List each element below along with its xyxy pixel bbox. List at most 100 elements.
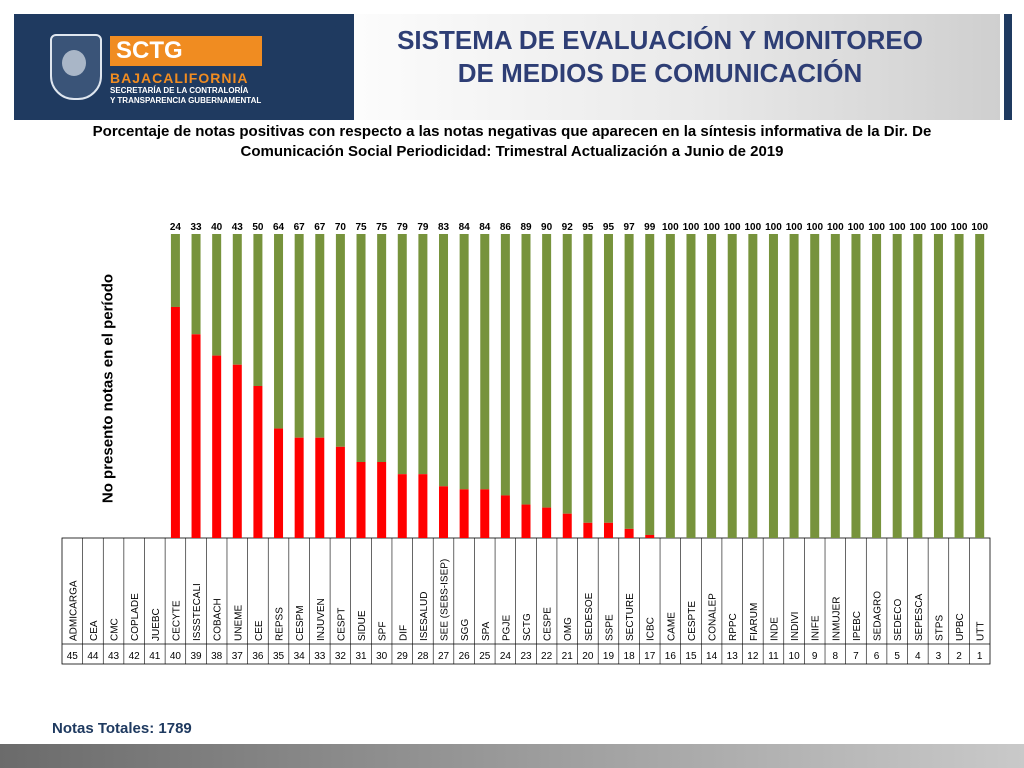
category-label: SCTG (522, 613, 533, 641)
rank-label: 40 (170, 651, 182, 662)
negative-bar (583, 522, 593, 538)
rank-label: 31 (355, 651, 367, 662)
negative-bar (253, 386, 263, 538)
category-label: INMUJER (831, 597, 842, 641)
negative-bar (459, 489, 469, 538)
category-label: DIF (398, 625, 409, 641)
category-label: CAME (666, 612, 677, 641)
rank-label: 26 (459, 651, 471, 662)
rank-label: 19 (603, 651, 615, 662)
page-title: SISTEMA DE EVALUACIÓN Y MONITOREO DE MED… (350, 24, 970, 90)
data-label: 70 (335, 222, 347, 233)
logo-baja-california: BAJACALIFORNIA (110, 70, 249, 86)
positive-bar (686, 234, 696, 538)
negative-bar (294, 437, 304, 538)
data-label: 24 (170, 222, 182, 233)
positive-bar (212, 234, 222, 356)
rank-label: 20 (582, 651, 594, 662)
category-label: CESPE (543, 607, 554, 641)
positive-bar (500, 234, 510, 496)
data-label: 100 (724, 222, 741, 233)
notas-totales: Notas Totales: 1789 (52, 720, 192, 737)
rank-label: 4 (915, 651, 921, 662)
negative-bar (562, 513, 572, 538)
category-label: RPPC (728, 613, 739, 641)
rank-label: 23 (520, 651, 532, 662)
positive-bar (562, 234, 572, 514)
data-label: 95 (603, 222, 615, 233)
positive-bar (521, 234, 531, 505)
negative-bar (624, 528, 634, 538)
category-label: CESPM (295, 605, 306, 641)
category-label: UPBC (955, 613, 966, 641)
data-label: 100 (848, 222, 865, 233)
category-label: INIFE (811, 615, 822, 641)
category-label: CMC (110, 618, 121, 641)
category-label: JUEBC (151, 608, 162, 641)
positive-bar (789, 234, 799, 538)
data-label: 100 (806, 222, 823, 233)
negative-bar (500, 495, 510, 538)
category-label: INJUVEN (316, 598, 327, 641)
rank-label: 24 (500, 651, 512, 662)
positive-bar (439, 234, 449, 487)
rank-label: 39 (190, 651, 202, 662)
category-label: CONALEP (708, 593, 719, 641)
data-label: 67 (314, 222, 326, 233)
positive-bar (810, 234, 820, 538)
rank-label: 38 (211, 651, 223, 662)
data-label: 40 (211, 222, 223, 233)
data-label: 95 (582, 222, 594, 233)
sctg-logo: SCTG (110, 36, 262, 66)
category-label: UNEME (233, 605, 244, 641)
category-label: SIDUE (357, 610, 368, 641)
rank-label: 5 (894, 651, 900, 662)
data-label: 100 (889, 222, 906, 233)
category-label: SGG (460, 619, 471, 641)
data-label: 79 (417, 222, 429, 233)
rank-label: 14 (706, 651, 718, 662)
positive-bar (253, 234, 263, 386)
data-label: 43 (232, 222, 244, 233)
category-label: SEPESCA (914, 593, 925, 641)
data-label: 100 (868, 222, 885, 233)
data-label: 64 (273, 222, 285, 233)
data-label: 100 (786, 222, 803, 233)
positive-bar (748, 234, 758, 538)
rank-label: 43 (108, 651, 120, 662)
rank-label: 13 (727, 651, 739, 662)
positive-bar (418, 234, 428, 475)
positive-bar (335, 234, 345, 447)
positive-bar (707, 234, 717, 538)
category-label: CEE (254, 620, 265, 641)
positive-bar (397, 234, 407, 475)
data-label: 100 (662, 222, 679, 233)
rank-label: 9 (812, 651, 818, 662)
category-label: IPEBC (852, 611, 863, 641)
logo-subtitle-line2: Y TRANSPARENCIA GUBERNAMENTAL (110, 96, 262, 105)
category-label: INDE (769, 617, 780, 641)
positive-bar (645, 234, 655, 535)
category-label: SPF (378, 622, 389, 641)
positive-bar (191, 234, 201, 335)
negative-bar (542, 507, 552, 538)
rank-label: 44 (87, 651, 99, 662)
positive-bar (933, 234, 943, 538)
data-label: 99 (644, 222, 656, 233)
data-label: 84 (479, 222, 491, 233)
positive-bar (830, 234, 840, 538)
category-label: SECTURE (625, 593, 636, 641)
data-label: 100 (909, 222, 926, 233)
data-label: 100 (971, 222, 988, 233)
category-label: ICBC (646, 617, 657, 641)
rank-label: 34 (294, 651, 306, 662)
negative-bar (170, 306, 180, 538)
rank-label: 30 (376, 651, 388, 662)
rank-label: 21 (562, 651, 574, 662)
category-label: SEE (SEBS-ISEP) (440, 559, 451, 641)
positive-bar (892, 234, 902, 538)
category-label: CESPT (336, 608, 347, 641)
category-label: COBACH (213, 598, 224, 641)
coat-of-arms-icon (50, 34, 102, 100)
